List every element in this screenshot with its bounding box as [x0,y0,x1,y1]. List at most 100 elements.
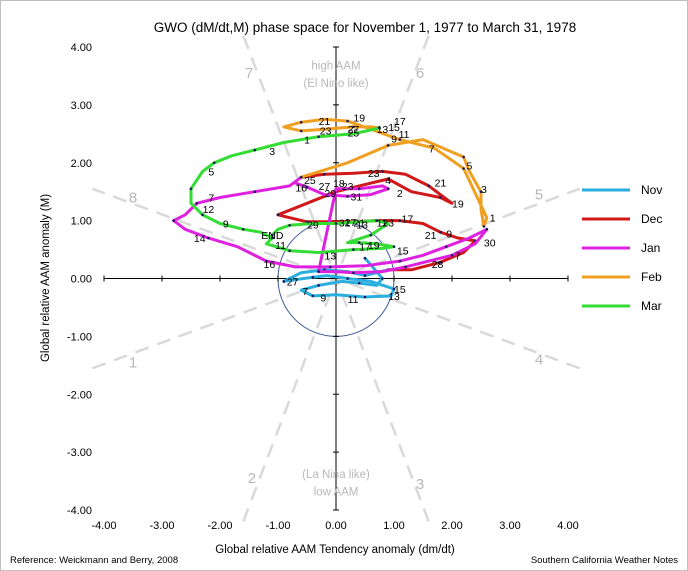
x-tick-label: -2.00 [207,520,232,532]
series-point-jan [305,185,309,189]
y-tick-label: 0.00 [71,274,92,286]
series-point-nov [282,280,286,283]
day-label-mar: 11 [275,240,286,252]
series-point-mar [201,213,204,217]
series-point-mar [270,236,274,240]
phase-label-5: 5 [535,187,543,204]
day-label-dec: 21 [425,230,437,242]
day-label-jan: 23 [342,181,354,193]
day-label-nov: 7 [302,286,308,298]
series-point-dec [386,177,390,181]
series-line-feb [282,117,489,228]
y-tick-label: -4.00 [67,505,92,517]
day-label-feb: 17 [394,116,406,128]
region-label-high-aam: high AAM [311,61,360,73]
series-point-jan [450,254,454,257]
series-point-feb [482,225,486,228]
chart-title: GWO (dM/dt,M) phase space for November 1… [154,20,576,35]
series-point-nov [311,276,315,279]
series-point-feb [299,129,303,133]
day-label-jan: 2 [397,188,403,200]
series-point-mar [212,161,216,165]
y-axis-title: Global relative AAM anomaly (M) [40,194,52,362]
series-point-feb [462,155,465,159]
series-point-dec [439,196,442,199]
y-tick-label: -1.00 [67,331,92,343]
phase-label-7: 7 [245,65,253,82]
x-tick-label: 0.00 [325,520,346,532]
day-label-nov: 13 [388,291,400,303]
phase-label-2: 2 [248,470,256,487]
source-note: Southern California Weather Notes [531,555,678,566]
series-point-nov [346,277,349,280]
series-point-nov [392,287,396,291]
series-point-mar [288,223,291,227]
x-tick-label: 4.00 [557,520,578,532]
region-label-el-nino-like: (El Nino like) [303,78,368,90]
region-label-low-aam: low AAM [314,486,359,498]
series-point-jan [253,190,257,193]
phase-label-3: 3 [416,476,424,493]
series-point-feb [386,144,390,147]
x-tick-label: 1.00 [383,520,404,532]
day-label-jan: 16 [295,183,307,195]
series-point-dec [276,213,280,217]
day-label-mar: 19 [368,240,380,252]
legend-label-jan: Jan [641,241,660,255]
day-label-dec: 21 [435,177,447,189]
series-point-nov [381,277,384,280]
day-label-nov: 11 [348,294,359,306]
series-point-jan [195,201,199,205]
day-label-feb: 5 [467,161,473,173]
series-point-mar [378,126,381,130]
day-label-dec: 23 [368,168,380,180]
series-point-feb [352,125,355,129]
series-point-mar [253,148,257,152]
series-point-nov [363,256,367,260]
day-label-feb: 3 [481,184,487,196]
series-point-mar [357,241,361,244]
phase-label-8: 8 [129,189,137,206]
day-label-feb: 27 [348,124,360,136]
series-point-jan [172,219,175,222]
day-label-jan: 29 [324,188,336,200]
series-point-dec [439,230,442,234]
day-label-nov: 27 [287,276,299,288]
series-line-nov [282,256,396,299]
region-label-la-nina-like: (La Nina like) [302,469,370,481]
series-point-mar [334,222,338,225]
series-point-jan [357,187,361,191]
series-point-mar [189,187,193,191]
x-tick-label: -3.00 [149,520,174,532]
series-point-jan [346,195,349,198]
series-point-mar [392,245,396,248]
end-label: END [261,230,284,242]
day-label-dec: 17 [402,213,414,225]
legend-label-feb: Feb [641,270,662,284]
series-point-jan [386,187,390,191]
series-point-jan [404,265,407,269]
day-label-feb: 1 [490,213,496,225]
series-point-dec [323,173,326,176]
series-point-feb [299,175,303,179]
series-point-jan [317,270,320,273]
series-point-mar [317,135,320,139]
day-label-jan: 9 [223,219,229,231]
day-label-jan: 31 [351,191,363,203]
day-label-jan: 27 [319,181,331,193]
day-label-jan: 18 [333,178,345,190]
x-tick-label: -4.00 [91,520,116,532]
day-label-feb: 9 [391,133,397,145]
day-label-jan: 7 [208,192,214,204]
series-point-mar [375,219,378,222]
day-label-feb: 11 [399,129,410,141]
day-label-dec: 19 [452,198,464,210]
x-tick-label: 3.00 [499,520,520,532]
series-point-mar [369,233,373,237]
series-point-feb [398,138,402,141]
reference-note: Reference: Weickmann and Berry, 2008 [10,555,178,566]
series-point-mar [270,233,274,237]
y-tick-label: 2.00 [71,158,92,170]
